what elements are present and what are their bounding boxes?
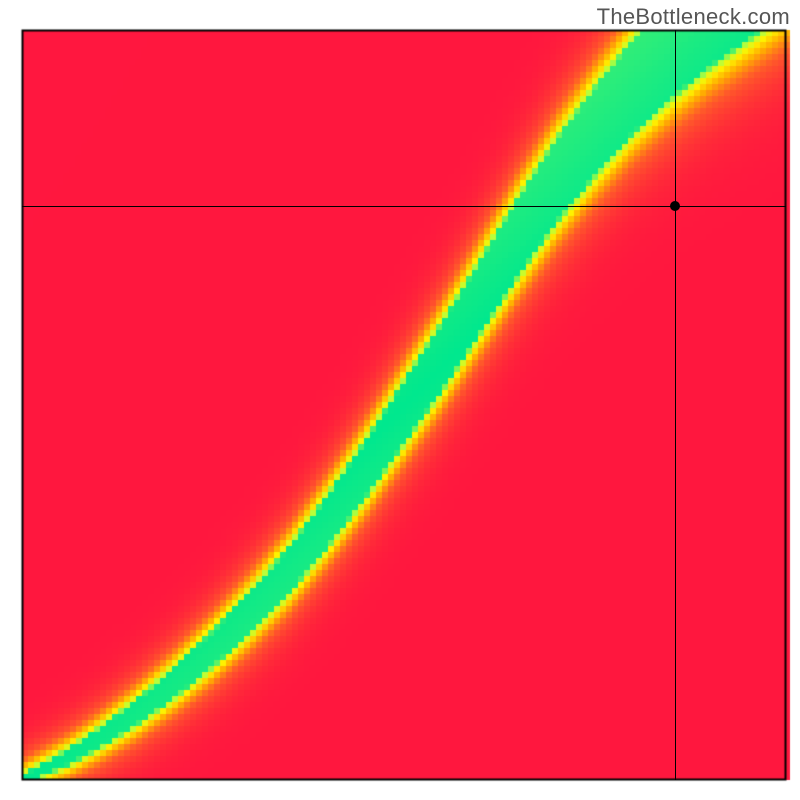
highlight-point [670, 201, 680, 211]
chart-container: TheBottleneck.com [0, 0, 800, 800]
watermark-label: TheBottleneck.com [597, 4, 790, 30]
crosshair-vertical [675, 30, 676, 780]
bottleneck-heatmap [0, 0, 800, 800]
